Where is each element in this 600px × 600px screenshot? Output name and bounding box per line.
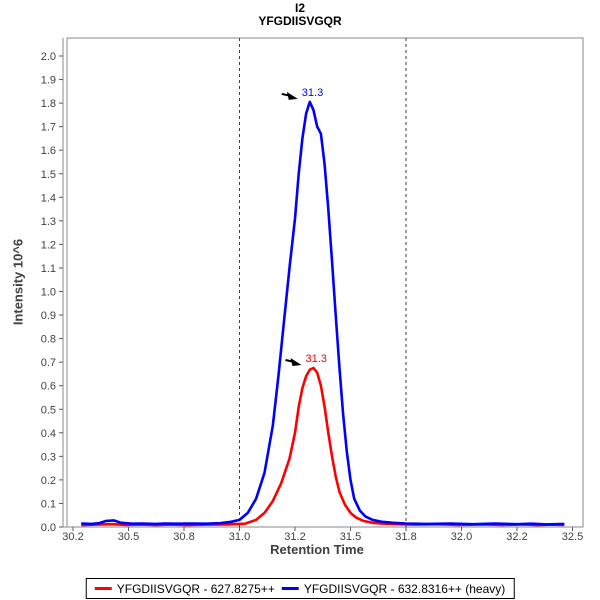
y-tick-label: 0.4 [41, 428, 56, 440]
legend: YFGDIISVGQR - 627.8275++ YFGDIISVGQR - 6… [85, 578, 515, 599]
y-tick-label: 1.9 [41, 75, 56, 87]
legend-label-heavy: YFGDIISVGQR - 632.8316++ (heavy) [303, 581, 506, 596]
y-tick-label: 0.1 [41, 498, 56, 510]
peak-apex-arrow-tail [281, 92, 292, 97]
x-tick-label: 30.5 [118, 531, 139, 543]
y-tick-label: 1.7 [41, 122, 56, 134]
peak-apex-time-label: 31.3 [306, 353, 327, 365]
chromatogram-curve-light[interactable] [81, 366, 565, 527]
y-tick-label: 0.6 [41, 381, 56, 393]
x-tick-label: 31.0 [229, 531, 250, 543]
chart-subtitle-peptide: YFGDIISVGQR [258, 14, 342, 28]
y-tick-label: 1.8 [41, 98, 56, 110]
peak-apex-arrow-icon [286, 91, 298, 100]
peak-apex-arrow-tail [285, 359, 295, 364]
x-tick-label: 32.0 [451, 531, 472, 543]
peak-apex-arrow-icon [290, 358, 302, 367]
x-tick-label: 31.8 [395, 531, 416, 543]
y-tick-label: 1.4 [41, 192, 56, 204]
y-tick-label: 0.8 [41, 334, 56, 346]
x-axis-label: Retention Time [270, 542, 364, 557]
plot-border [66, 37, 584, 528]
blue-line-swatch [281, 587, 299, 590]
y-tick-label: 1.1 [41, 263, 56, 275]
y-tick-label: 0.7 [41, 357, 56, 369]
y-tick-label: 1.6 [41, 145, 56, 157]
y-tick-label: 1.3 [41, 216, 56, 228]
y-tick-label: 1.0 [41, 287, 56, 299]
y-tick-label: 0.9 [41, 310, 56, 322]
chart-title: I2 [294, 1, 305, 15]
peak-apex-time-label: 31.3 [302, 87, 323, 99]
x-tick-label: 32.5 [562, 531, 583, 543]
chromatogram-curve-heavy[interactable] [81, 100, 565, 526]
legend-label-light: YFGDIISVGQR - 627.8275++ [116, 581, 275, 596]
legend-item-light: YFGDIISVGQR - 627.8275++ [94, 581, 275, 596]
x-tick-label: 30.8 [173, 531, 194, 543]
y-tick-label: 0.0 [41, 522, 56, 534]
x-tick-label: 30.2 [62, 531, 83, 543]
legend-item-heavy: YFGDIISVGQR - 632.8316++ (heavy) [281, 581, 506, 596]
x-tick-label: 31.2 [284, 531, 305, 543]
y-tick-label: 0.3 [41, 451, 56, 463]
x-tick-label: 31.5 [340, 531, 361, 543]
y-tick-label: 0.5 [41, 404, 56, 416]
y-tick-label: 0.2 [41, 475, 56, 487]
y-tick-label: 1.2 [41, 239, 56, 251]
red-line-swatch [94, 587, 112, 590]
y-tick-label: 1.5 [41, 169, 56, 181]
x-tick-label: 32.2 [506, 531, 527, 543]
y-tick-label: 2.0 [41, 51, 56, 63]
